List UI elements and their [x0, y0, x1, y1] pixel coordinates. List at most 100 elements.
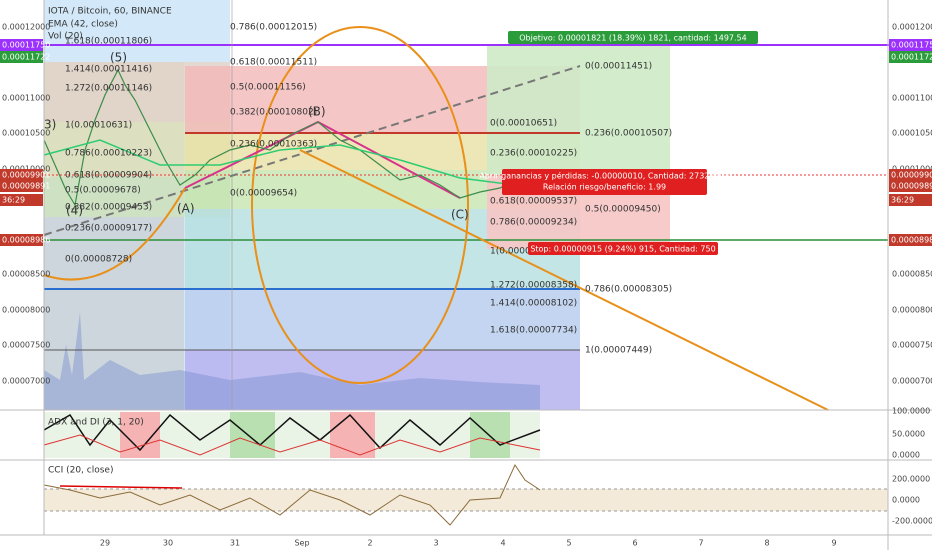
fib-label: 0.618(0.00011511) [230, 58, 317, 68]
chart-drawing [299, 149, 829, 411]
price-label: 0.00008500 [892, 270, 932, 279]
fib-label: 1(0.00008 [490, 247, 537, 257]
wave-label: (4) [66, 204, 83, 218]
vol-legend: Vol (20) [48, 32, 83, 42]
chart-drawing [43, 187, 186, 281]
fib-label: 0.382(0.00009453) [65, 203, 152, 213]
cci-axis-label: -200.0000 [892, 517, 932, 526]
pnl-label: Relación riesgo/beneficio: 1.99 [543, 182, 666, 192]
price-badge-bid-bg [889, 180, 932, 192]
price-badge-green: 0.00011722 [2, 53, 50, 62]
fib-label: 1.272(0.00008358) [490, 281, 577, 291]
time-label: 2 [367, 539, 372, 548]
cci-axis-label: 200.0000 [892, 475, 930, 484]
price-label: 0.00007000 [2, 377, 50, 386]
time-label: 29 [100, 539, 110, 548]
price-label: 0.00011000 [892, 94, 932, 103]
fib-label: 0(0.00009654) [230, 189, 297, 199]
adx-axis-label: 50.0000 [892, 430, 925, 439]
chart-drawing [44, 489, 888, 511]
price-badge-bid: 0.00009891 [2, 182, 50, 191]
wave-label: (B) [308, 105, 326, 119]
time-label: Sep [294, 539, 309, 548]
time-label: 6 [632, 539, 637, 548]
price-badge-stop: 0.00008986 [891, 236, 932, 245]
fib-label: 0.786(0.00008305) [585, 285, 672, 295]
chart-drawing [59, 485, 183, 489]
fib-label: 0.786(0.00010223) [65, 149, 152, 159]
price-badge-stop: 0.00008986 [2, 236, 50, 245]
adx-title: ADX and DI (3, 1, 20) [48, 418, 144, 428]
price-badge-last-bg [0, 169, 43, 181]
fib-label: 1(0.00007449) [585, 346, 652, 356]
price-badge-purple-bg [0, 39, 43, 51]
price-badge-last-bg [889, 169, 932, 181]
price-badge-purple: 0.00011750 [2, 41, 50, 50]
price-label: 0.00007500 [2, 341, 50, 350]
pnl-label-bg [502, 169, 707, 195]
adx-axis-label: 0.0000 [892, 451, 920, 460]
cci-title: CCI (20, close) [48, 466, 113, 476]
price-label: 0.00012000 [2, 23, 50, 32]
fib-label: 0.5(0.00009450) [585, 205, 661, 215]
stop-label: Stop: 0.00000915 (9.24%) 915, Cantidad: … [530, 245, 715, 254]
cci-axis-label: 0.0000 [892, 496, 920, 505]
price-label: 0.00007000 [892, 377, 932, 386]
wave-label: (C) [451, 208, 469, 222]
price-label: 0.00011000 [2, 94, 50, 103]
countdown-badge-bg [0, 194, 43, 206]
fib-label: 0.786(0.00009234) [490, 218, 577, 228]
time-label: 9 [831, 539, 836, 548]
time-label: 30 [163, 539, 173, 548]
fib-label: 1.618(0.00007734) [490, 326, 577, 336]
fib-label: 0.5(0.00009678) [65, 186, 141, 196]
fib-label: 0.236(0.00010225) [490, 149, 577, 159]
wave-label: (5) [110, 51, 127, 65]
fib-label: 0.5(0.00011156) [230, 83, 306, 93]
price-label: 0.00008500 [2, 270, 50, 279]
price-badge-last: 0.00009901 [891, 171, 932, 180]
price-badge-purple-bg [889, 39, 932, 51]
time-label: 7 [698, 539, 703, 548]
fib-label: 1.414(0.00008102) [490, 299, 577, 309]
time-label: 31 [230, 539, 240, 548]
fib-label: 1.618(0.00011806) [65, 37, 152, 47]
price-badge-green-bg [0, 51, 43, 63]
price-label: 0.00010500 [892, 129, 932, 138]
symbol-title: IOTA / Bitcoin, 60, BINANCE [48, 7, 172, 17]
countdown-badge: 36:29 [891, 196, 914, 205]
time-label: 3 [433, 539, 438, 548]
chart-drawing [185, 289, 580, 350]
chart-drawing [251, 26, 469, 384]
chart-drawing [43, 65, 581, 236]
time-label: 5 [566, 539, 571, 548]
chart-drawing [43, 463, 541, 526]
price-badge-bid-bg [0, 180, 43, 192]
adx-axis-label: 100.0000 [892, 407, 930, 416]
price-label: 0.00007500 [892, 341, 932, 350]
price-label: 0.00012000 [892, 23, 932, 32]
price-badge-purple: 0.00011750 [891, 41, 932, 50]
time-label: 4 [500, 539, 505, 548]
price-badge-green-bg [889, 51, 932, 63]
price-badge-stop-bg [889, 234, 932, 246]
price-label: 0.00008000 [892, 306, 932, 315]
fib-label: 0.236(0.00010363) [230, 140, 317, 150]
fib-label: 1.272(0.00011146) [65, 84, 152, 94]
price-label: 0.00010500 [2, 129, 50, 138]
price-label: 0.00008000 [2, 306, 50, 315]
price-badge-green: 0.00011722 [891, 53, 932, 62]
fib-label: 0(0.00008728) [65, 255, 132, 265]
price-badge-last: 0.00009901 [2, 171, 50, 180]
chart-drawing [43, 139, 516, 186]
fib-label: 0(0.00011451) [585, 62, 652, 72]
fib-label: 0.618(0.00009904) [65, 171, 152, 181]
chart-drawing [43, 434, 541, 456]
countdown-badge-bg [889, 194, 932, 206]
chart-drawing [43, 68, 516, 207]
time-label: 8 [764, 539, 769, 548]
chart-drawing [43, 413, 541, 452]
fib-label: 0.236(0.00010507) [585, 129, 672, 139]
price-badge-stop-bg [0, 234, 43, 246]
